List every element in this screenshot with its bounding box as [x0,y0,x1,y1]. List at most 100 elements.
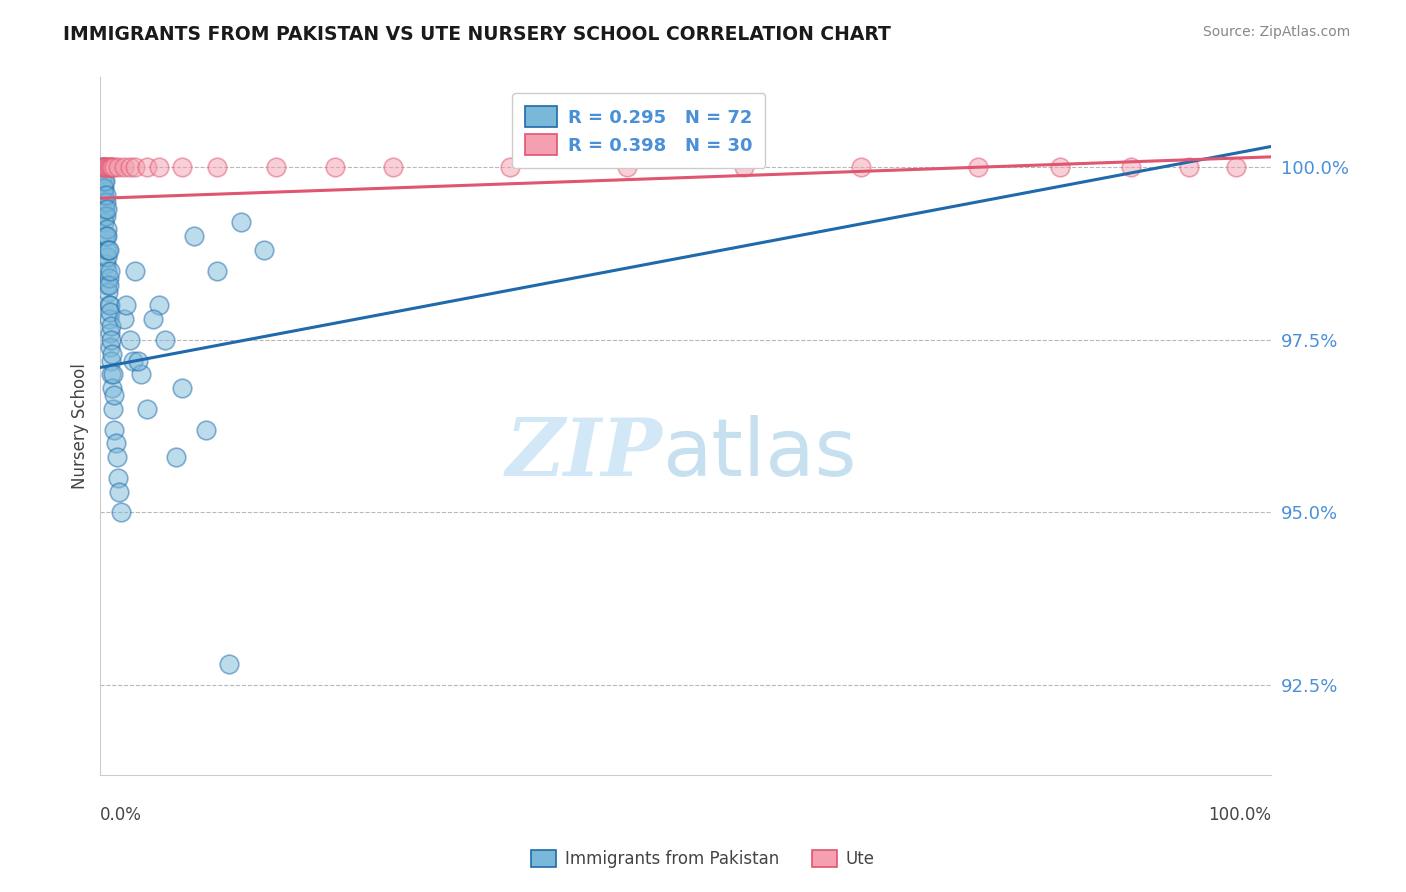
Point [1225,160,1247,174]
Point [153,333,176,347]
Point [967,160,990,174]
Text: 100.0%: 100.0% [1208,806,1271,824]
Point [253,243,276,257]
Point [91,181,114,195]
Text: ZIP: ZIP [505,416,662,492]
Point [107,471,129,485]
Point [91,160,114,174]
Point [382,160,405,174]
Point [93,181,115,195]
Point [97,243,120,257]
Legend: R = 0.295   N = 72, R = 0.398   N = 30: R = 0.295 N = 72, R = 0.398 N = 30 [512,94,765,168]
Point [148,298,170,312]
Point [118,160,141,174]
Point [96,160,118,174]
Point [100,319,122,334]
Point [1178,160,1201,174]
Point [91,160,114,174]
Point [98,298,121,312]
Point [97,160,120,174]
Point [101,160,124,174]
Point [96,250,118,264]
Text: IMMIGRANTS FROM PAKISTAN VS UTE NURSERY SCHOOL CORRELATION CHART: IMMIGRANTS FROM PAKISTAN VS UTE NURSERY … [63,25,891,44]
Point [108,484,131,499]
Point [118,333,141,347]
Point [93,209,115,223]
Point [229,215,252,229]
Point [98,312,121,326]
Text: Source: ZipAtlas.com: Source: ZipAtlas.com [1202,25,1350,39]
Point [100,333,122,347]
Point [94,160,117,174]
Point [100,353,122,368]
Point [733,160,755,174]
Point [124,264,146,278]
Point [136,160,159,174]
Point [96,222,118,236]
Point [105,450,128,465]
Point [112,312,135,326]
Point [122,353,145,368]
Point [103,401,125,416]
Point [103,160,125,174]
Point [90,174,112,188]
Point [131,368,153,382]
Point [97,270,120,285]
Point [100,160,122,174]
Point [115,298,138,312]
Point [96,187,118,202]
Y-axis label: Nursery School: Nursery School [72,363,89,489]
Legend: Immigrants from Pakistan, Ute: Immigrants from Pakistan, Ute [524,843,882,875]
Point [96,202,118,216]
Point [93,215,115,229]
Point [93,174,115,188]
Point [112,160,135,174]
Point [104,436,127,450]
Point [98,305,121,319]
Point [616,160,638,174]
Point [103,423,125,437]
Point [103,368,125,382]
Point [98,340,121,354]
Point [148,160,170,174]
Point [96,160,118,174]
Point [94,174,117,188]
Point [93,160,115,174]
Point [96,264,118,278]
Point [98,326,121,340]
Point [97,243,120,257]
Point [94,243,117,257]
Point [96,257,118,271]
Point [1119,160,1142,174]
Point [103,388,125,402]
Point [98,160,121,174]
Point [96,229,118,244]
Point [97,298,120,312]
Point [97,285,120,299]
Point [101,381,124,395]
Point [142,312,165,326]
Point [207,160,229,174]
Point [96,229,118,244]
Point [91,167,114,181]
Point [94,194,117,209]
Point [183,229,205,244]
Point [93,187,115,202]
Point [110,506,132,520]
Point [101,346,124,360]
Point [98,264,121,278]
Point [851,160,873,174]
Point [218,657,240,672]
Point [499,160,522,174]
Point [107,160,129,174]
Text: 0.0%: 0.0% [100,806,142,824]
Point [100,368,122,382]
Point [96,209,118,223]
Point [94,229,117,244]
Point [172,381,194,395]
Point [124,160,146,174]
Point [323,160,346,174]
Point [127,353,149,368]
Point [98,277,121,292]
Point [194,423,217,437]
